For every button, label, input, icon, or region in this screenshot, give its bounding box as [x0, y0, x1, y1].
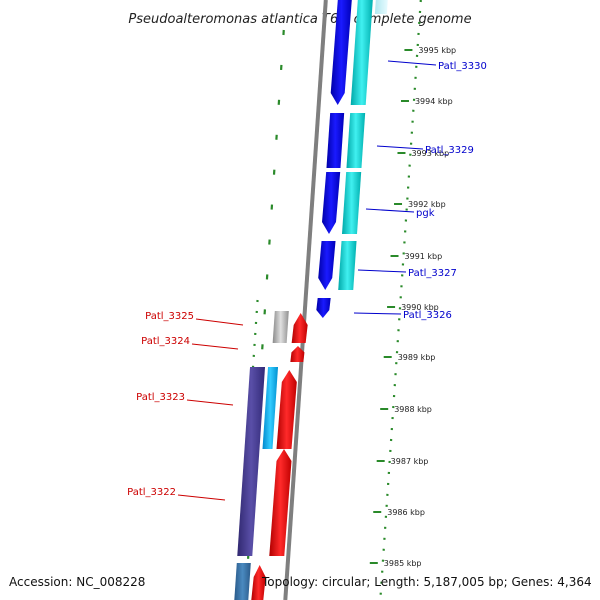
gene-label-reverse: Patl_3324: [141, 336, 190, 347]
scale-tick-label: 3995 kbp: [418, 46, 456, 55]
feature-track: [234, 0, 388, 600]
cds-forward-paired-3329: [346, 113, 366, 168]
gene-label-forward: Patl_3327: [408, 268, 457, 279]
gene-leader-line: [195, 318, 244, 326]
cds-forward-paired-3330: [350, 0, 373, 105]
scale-tick-label: 3985 kbp: [384, 559, 422, 568]
genome-backbone: [283, 0, 328, 600]
scale-tick-label: 3990 kbp: [401, 303, 439, 312]
gene-label-reverse: Patl_3322: [127, 487, 176, 498]
guide-line-outer-right: [379, 0, 422, 600]
scale-tick-label: 3993 kbp: [411, 149, 449, 158]
cds-forward-3326: [316, 298, 331, 318]
gene-leader-line: [357, 269, 407, 273]
gene-leader-line: [376, 145, 424, 150]
scale-tick-label: 3987 kbp: [391, 457, 429, 466]
guide-lines: [236, 0, 422, 600]
cds-forward-3330: [330, 0, 352, 105]
gene-label-reverse: Patl_3325: [145, 311, 194, 322]
topology-summary: Topology: circular; Length: 5,187,005 bp…: [261, 575, 592, 589]
cds-reverse-paired-3323: [237, 367, 266, 556]
backbone-line: [283, 0, 328, 600]
gene-leader-line: [353, 312, 402, 315]
map-title: Pseudoalteromonas atlantica T6c, complet…: [128, 12, 471, 27]
gene-label-reverse: Patl_3323: [136, 392, 185, 403]
gene-leader-line: [387, 60, 437, 66]
scale-track: 3995 kbp 3994 kbp 3993 kbp 3992 kbp 3991 kbp…: [369, 46, 456, 568]
accession-text: Accession: NC_008228: [9, 575, 145, 589]
cds-reverse-3323: [276, 370, 297, 449]
gene-leader-line: [186, 399, 234, 406]
cds-reverse-3325: [291, 313, 308, 343]
gene-leader-line: [365, 208, 415, 213]
cds-forward-3327: [318, 241, 336, 290]
scale-tick-label: 3986 kbp: [387, 508, 425, 517]
scale-tick-label: 3989 kbp: [398, 353, 436, 362]
feature-other-3325: [272, 311, 289, 343]
cds-forward-paired-3327: [338, 241, 357, 290]
cds-reverse-3322: [269, 449, 292, 556]
cds-reverse-bottom: [251, 565, 266, 600]
gene-label-forward: Patl_3329: [425, 145, 474, 156]
gene-label-forward: Patl_3326: [403, 310, 452, 321]
gene-leader-line: [191, 343, 239, 350]
cds-forward-pale: [374, 0, 388, 14]
scale-tick-label: 3988 kbp: [394, 405, 432, 414]
cds-reverse-lightblue: [262, 367, 279, 449]
scale-tick-label: 3992 kbp: [408, 200, 446, 209]
cds-forward-paired-pgk: [342, 172, 362, 234]
scale-tick-label: 3994 kbp: [415, 97, 453, 106]
gene-label-forward: pgk: [416, 208, 435, 219]
gene-leader-line: [177, 494, 226, 501]
cds-forward-pgk: [322, 172, 341, 234]
scale-tick-label: 3991 kbp: [405, 252, 443, 261]
feature-steel-bottom: [234, 563, 251, 600]
cds-forward-3329: [326, 113, 345, 168]
cds-reverse-3324: [290, 346, 305, 362]
gene-label-forward: Patl_3330: [438, 61, 487, 72]
